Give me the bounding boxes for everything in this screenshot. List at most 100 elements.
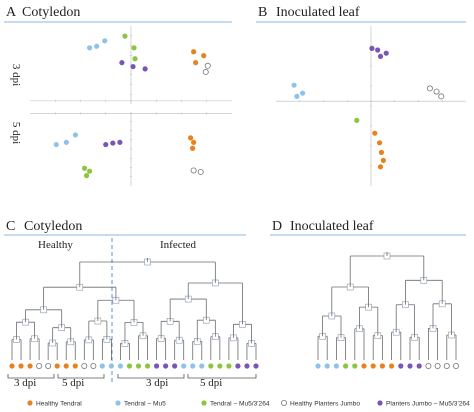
- legend-swatch: [280, 399, 287, 406]
- point-tendral-mu5: [86, 45, 93, 51]
- leaf-tendral-mu5x3x264: [208, 363, 214, 369]
- panel-c-name: Cotyledon: [24, 219, 82, 234]
- leaf-healthy-planters-jumbo: [81, 362, 88, 369]
- leaf-healthy-tendral: [379, 363, 385, 369]
- panel-d-name: Inoculated leaf: [290, 219, 374, 234]
- point-planters-jumbo-mu5x3x264: [383, 50, 389, 56]
- bracket-label-c-healthy-5dpi: 5 dpi: [62, 377, 84, 389]
- point-tendral-mu5: [291, 82, 297, 88]
- panel-b-letter: B: [258, 5, 267, 20]
- leaf-tendral-mu5: [333, 363, 339, 369]
- bracket-label-c-infected-5dpi: 5 dpi: [200, 377, 222, 389]
- panel-a-name: Cotyledon: [22, 5, 80, 20]
- leaf-tendral-mu5x3x264: [352, 363, 358, 369]
- legend-swatch: [201, 400, 207, 406]
- leaf-tendral-mu5: [190, 363, 196, 369]
- leaf-healthy-tendral: [370, 363, 376, 369]
- leaf-healthy-tendral: [54, 363, 60, 369]
- scatter-a-5-dpi: [30, 112, 232, 186]
- point-tendral-mu5x3x264: [81, 165, 88, 171]
- leaf-tendral-mu5: [315, 363, 321, 369]
- legend-swatch: [27, 400, 33, 406]
- leaf-healthy-planters-jumbo: [452, 362, 459, 369]
- leaf-healthy-planters-jumbo: [45, 362, 52, 369]
- point-healthy-planters-jumbo: [204, 62, 211, 69]
- panel-a-title: A Cotyledon: [4, 5, 232, 23]
- point-healthy-tendral: [372, 130, 378, 136]
- legend-item-planters-jumbo-mu5x3x264: Planters Jumbo – Mu5/3'264: [377, 400, 470, 408]
- point-planters-jumbo-mu5x3x264: [119, 60, 125, 66]
- scatter-a-3-dpi: [30, 26, 232, 104]
- scatter-b: [276, 26, 466, 186]
- leaf-tendral-mu5: [99, 363, 105, 369]
- point-tendral-mu5x3x264: [83, 173, 90, 179]
- legend-item-tendral-mu5x3x264: Tendral – Mu5/3'264: [201, 400, 270, 408]
- legend-label: Healthy Tendral: [36, 401, 82, 408]
- point-planters-jumbo-mu5x3x264: [142, 66, 148, 72]
- panel-c-dendrogram: [9, 258, 259, 369]
- dendrogram-c: [9, 258, 259, 369]
- bracket-c-infected-3dpi: [117, 374, 185, 379]
- leaf-tendral-mu5: [199, 363, 205, 369]
- leaf-planters-jumbo-mu5x3x264: [253, 363, 259, 369]
- point-healthy-tendral: [376, 140, 383, 146]
- leaf-tendral-mu5: [108, 363, 115, 369]
- leaf-healthy-planters-jumbo: [425, 362, 432, 369]
- leaf-tendral-mu5x3x264: [126, 363, 133, 369]
- leaf-healthy-tendral: [63, 363, 69, 369]
- leaf-planters-jumbo-mu5x3x264: [398, 363, 404, 369]
- leaf-healthy-tendral: [27, 363, 33, 369]
- point-planters-jumbo-mu5x3x264: [377, 53, 384, 60]
- bracket-c-healthy-5dpi: [57, 374, 105, 379]
- point-healthy-planters-jumbo: [438, 93, 445, 100]
- point-tendral-mu5x3x264: [354, 117, 360, 123]
- panel-b-plot: [276, 26, 466, 186]
- leaf-tendral-mu5: [117, 363, 124, 369]
- point-healthy-planters-jumbo: [202, 69, 209, 76]
- point-healthy-tendral: [378, 149, 385, 155]
- legend-item-tendral-mu5: Tendral – Mu5: [115, 400, 166, 408]
- group-label-infected: Infected: [160, 239, 197, 251]
- bracket-label-c-infected-3dpi: 3 dpi: [146, 377, 168, 389]
- group-label-healthy: Healthy: [38, 239, 73, 251]
- point-healthy-planters-jumbo: [197, 168, 204, 175]
- point-tendral-mu5x3x264: [86, 168, 93, 174]
- legend: Healthy Tendral Tendral – Mu5 Tendral – Mu…: [27, 399, 470, 408]
- point-healthy-planters-jumbo: [426, 85, 433, 92]
- point-healthy-tendral: [380, 157, 386, 163]
- point-tendral-mu5: [102, 38, 108, 44]
- leaf-planters-jumbo-mu5x3x264: [244, 363, 250, 369]
- point-planters-jumbo-mu5x3x264: [130, 63, 136, 70]
- point-planters-jumbo-mu5x3x264: [117, 139, 123, 145]
- point-tendral-mu5x3x264: [122, 33, 128, 39]
- point-healthy-tendral: [191, 139, 197, 145]
- bracket-label-c-healthy-3dpi: 3 dpi: [14, 377, 36, 389]
- leaf-healthy-tendral: [9, 363, 15, 369]
- point-tendral-mu5: [53, 141, 59, 148]
- point-healthy-tendral: [377, 164, 384, 170]
- leaf-tendral-mu5x3x264: [343, 363, 349, 369]
- panel-c-letter: C: [6, 219, 15, 234]
- legend-label: Healthy Planters Jumbo: [290, 401, 360, 408]
- point-tendral-mu5: [94, 43, 100, 49]
- row-label-3dpi: 3 dpi: [10, 64, 22, 86]
- leaf-tendral-mu5: [181, 363, 187, 369]
- point-tendral-mu5: [294, 93, 300, 99]
- point-planters-jumbo-mu5x3x264: [369, 45, 375, 52]
- leaf-healthy-tendral: [361, 363, 367, 369]
- panel-b-title: B Inoculated leaf: [256, 5, 466, 23]
- leaf-tendral-mu5x3x264: [217, 363, 223, 369]
- point-tendral-mu5x3x264: [131, 45, 137, 51]
- leaf-healthy-tendral: [72, 363, 78, 369]
- point-tendral-mu5: [300, 90, 306, 96]
- point-tendral-mu5: [63, 139, 69, 145]
- panel-d-letter: D: [272, 219, 282, 234]
- point-planters-jumbo-mu5x3x264: [110, 140, 116, 146]
- point-healthy-tendral: [201, 53, 207, 59]
- leaf-healthy-planters-jumbo: [36, 362, 43, 369]
- legend-swatch: [115, 400, 121, 406]
- legend-label: Tendral – Mu5/3'264: [210, 401, 270, 408]
- point-planters-jumbo-mu5x3x264: [375, 47, 381, 53]
- leaf-planters-jumbo-mu5x3x264: [235, 363, 241, 369]
- row-label-5dpi: 5 dpi: [10, 122, 22, 144]
